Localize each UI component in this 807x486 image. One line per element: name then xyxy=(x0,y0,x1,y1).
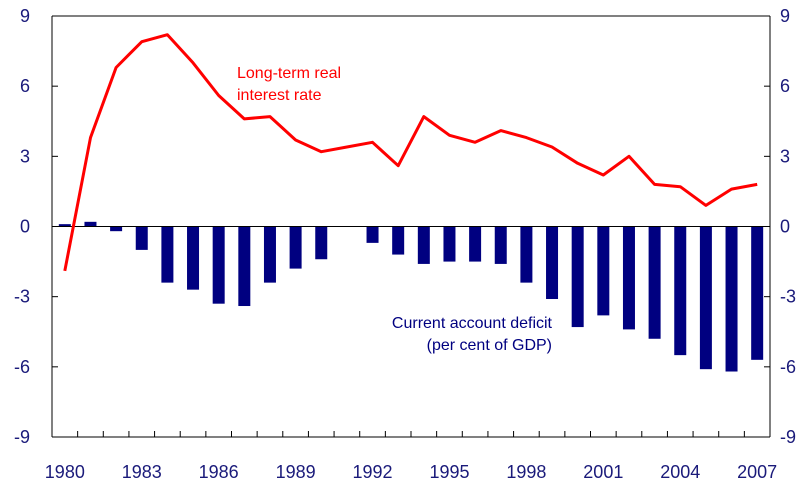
y-tick-label-right: 9 xyxy=(780,6,790,26)
line-path xyxy=(63,33,758,272)
bar xyxy=(58,224,71,227)
y-tick-label-right: 6 xyxy=(780,76,790,96)
x-tick-label: 1980 xyxy=(45,462,85,482)
annotation-line: Long-term real xyxy=(237,65,341,82)
x-tick-label: 1986 xyxy=(199,462,239,482)
bar xyxy=(571,226,584,328)
y-tick-label-left: -9 xyxy=(14,427,30,447)
y-tick-label-right: -9 xyxy=(780,427,796,447)
bar xyxy=(84,221,97,227)
y-tick-label-right: 0 xyxy=(780,217,790,237)
line-series xyxy=(63,33,758,272)
bar xyxy=(443,226,456,262)
y-tick-label-left: 3 xyxy=(20,146,30,166)
bar xyxy=(366,226,379,243)
bar xyxy=(469,226,482,262)
bar xyxy=(263,226,276,283)
annotation-line: interest rate xyxy=(237,87,322,104)
bar xyxy=(161,226,174,283)
bar xyxy=(417,226,430,264)
y-tick-label-left: -6 xyxy=(14,357,30,377)
annotation-line: (per cent of GDP) xyxy=(427,337,552,354)
y-tick-label-right: 3 xyxy=(780,146,790,166)
x-tick-label: 1995 xyxy=(429,462,469,482)
bar xyxy=(622,226,635,330)
bar xyxy=(725,226,738,372)
axes xyxy=(51,15,771,438)
x-tick-label: 2004 xyxy=(660,462,700,482)
bar xyxy=(494,226,507,264)
annotation-line: Current account deficit xyxy=(392,315,553,332)
bar-series xyxy=(58,221,764,372)
y-tick-label-left: 0 xyxy=(20,217,30,237)
y-tick-label-right: -6 xyxy=(780,357,796,377)
bar xyxy=(392,226,405,255)
x-tick-label: 1992 xyxy=(353,462,393,482)
bar xyxy=(187,226,200,290)
annotations: Long-term real interest rate Current accou… xyxy=(237,65,553,354)
y-tick-label-left: 9 xyxy=(20,6,30,26)
bar xyxy=(597,226,610,316)
x-tick-label: 1989 xyxy=(276,462,316,482)
tick-labels: 9 9 6 6 3 3 0 0 -3 -3 -6 -6 -9 -9 1980 1983 1986 1989 1992… xyxy=(14,6,796,482)
bar xyxy=(135,226,148,250)
bar xyxy=(289,226,302,269)
x-tick-label: 2001 xyxy=(583,462,623,482)
bar xyxy=(110,226,123,232)
x-tick-label: 2007 xyxy=(737,462,777,482)
x-tick-label: 1983 xyxy=(122,462,162,482)
y-tick-label-left: -3 xyxy=(14,287,30,307)
bar xyxy=(238,226,251,307)
bar xyxy=(520,226,533,283)
y-tick-label-left: 6 xyxy=(20,76,30,96)
bar xyxy=(674,226,687,356)
bar xyxy=(648,226,661,339)
bar xyxy=(315,226,328,260)
y-tick-label-right: -3 xyxy=(780,287,796,307)
bar xyxy=(699,226,712,370)
x-tick-label: 1998 xyxy=(506,462,546,482)
bar xyxy=(751,226,764,360)
bar xyxy=(546,226,559,300)
bar xyxy=(212,226,225,304)
